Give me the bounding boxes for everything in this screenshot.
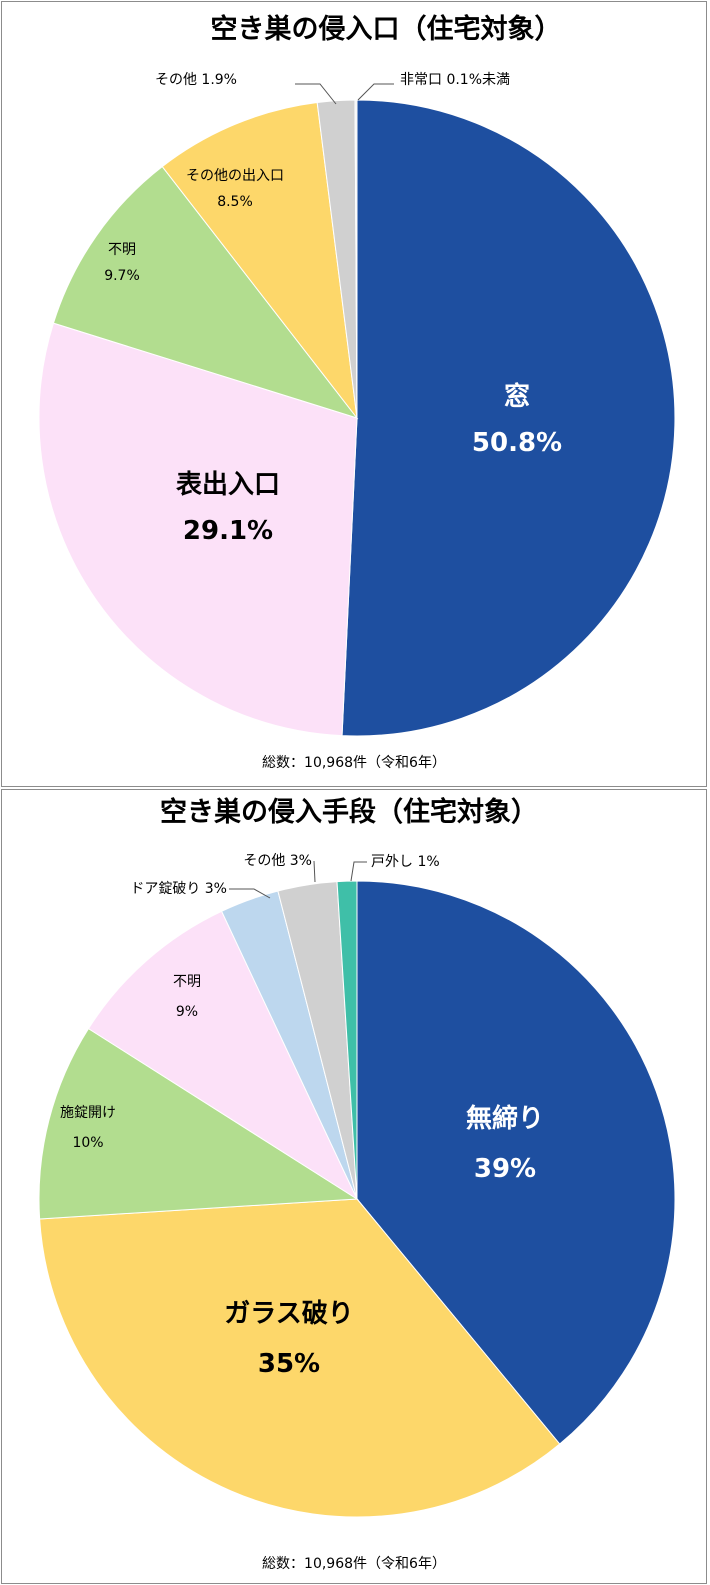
- slice-label-1: 窓: [504, 381, 530, 412]
- leader-line-6: [313, 860, 316, 883]
- slice-label-2: ガラス破り: [224, 1299, 353, 1329]
- slice-label-1: 無締り: [466, 1103, 544, 1134]
- slice-label-7: 戸外し 1%: [371, 854, 440, 870]
- pie-slice-3: [38, 1027, 359, 1220]
- slice-label-3: 施錠開け: [60, 1105, 116, 1121]
- slice-label-5: その他 1.9%: [155, 72, 237, 88]
- slice-label-2: 表出入口: [176, 470, 280, 500]
- pie-slice-4: [87, 910, 359, 1201]
- leader-line-5: [229, 888, 271, 899]
- pie-slice-2: [38, 322, 358, 737]
- slice-value-3: 10%: [72, 1135, 103, 1151]
- pie-slice-6: [354, 99, 358, 419]
- slice-label-4: 不明: [173, 974, 201, 990]
- leader-line-6: [357, 83, 394, 101]
- pie-slice-1: [341, 99, 676, 737]
- slice-value-3: 9.7%: [104, 268, 140, 284]
- slice-label-5: ドア錠破り 3%: [130, 881, 227, 897]
- leader-line-5: [295, 83, 337, 105]
- pie-slice-3: [52, 165, 359, 419]
- pie-slice-2: [39, 1198, 561, 1518]
- slice-value-4: 8.5%: [217, 194, 253, 210]
- slice-value-4: 9%: [176, 1004, 198, 1020]
- chart-panel-entry-points: 空き巣の侵入口（住宅対象） 窓 50.8% 表出入口 29.1% 不明 9.7% その他の出…: [1, 1, 707, 787]
- slice-value-1: 50.8%: [472, 428, 562, 458]
- chart-title: 空き巣の侵入口（住宅対象）: [211, 13, 562, 45]
- pie-slice-1: [356, 880, 676, 1445]
- slice-label-3: 不明: [108, 242, 136, 258]
- chart-total: 総数：10,968件（令和6年）: [262, 755, 446, 771]
- chart-title: 空き巣の侵入手段（住宅対象）: [160, 796, 538, 828]
- pie-chart-entry-methods: 空き巣の侵入手段（住宅対象） 無締り 39% ガラス破り 35% 施錠開け 10% 不明 9%…: [38, 796, 676, 1572]
- slice-label-4: その他の出入口: [186, 168, 284, 184]
- chart-panel-entry-methods: 空き巣の侵入手段（住宅対象） 無締り 39% ガラス破り 35% 施錠開け 10% 不明 9%…: [1, 789, 707, 1584]
- pie-slice-7: [336, 880, 358, 1200]
- chart-total: 総数：10,968件（令和6年）: [262, 1556, 446, 1572]
- slice-value-2: 35%: [258, 1349, 320, 1379]
- slice-label-6: 非常口 0.1%未満: [400, 72, 510, 88]
- leader-line-7: [350, 861, 367, 882]
- pie-chart-entry-points: 空き巣の侵入口（住宅対象） 窓 50.8% 表出入口 29.1% 不明 9.7% その他の出…: [38, 13, 676, 771]
- slice-value-1: 39%: [474, 1154, 536, 1184]
- slice-label-6: その他 3%: [243, 853, 312, 869]
- pie-slice-4: [161, 101, 358, 420]
- slice-value-2: 29.1%: [183, 516, 273, 546]
